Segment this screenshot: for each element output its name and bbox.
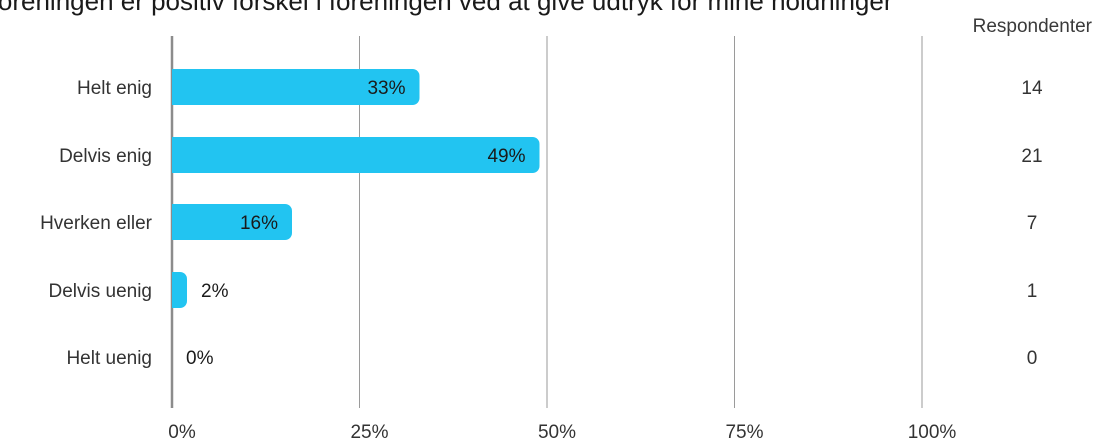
data-label: 49% (487, 146, 525, 167)
bar (172, 137, 540, 173)
category-label: Helt uenig (66, 348, 152, 369)
bar-base (172, 204, 180, 240)
respondents-header: Respondenter (972, 16, 1092, 37)
x-tick-label: 25% (350, 422, 388, 439)
data-label: 33% (367, 78, 405, 99)
bar-base (172, 272, 180, 308)
x-tick-label: 75% (725, 422, 763, 439)
category-label: Helt enig (77, 78, 152, 99)
x-tick-label: 50% (538, 422, 576, 439)
bar-base (172, 69, 180, 105)
respondents-count: 1 (1027, 281, 1038, 302)
bar (172, 69, 420, 105)
bar (172, 204, 292, 240)
bar-base (172, 137, 180, 173)
respondents-count: 21 (1021, 146, 1042, 167)
chart-title: Foreningen er positiv forskel i forening… (0, 0, 893, 16)
data-label: 2% (201, 281, 229, 302)
x-tick-label: 100% (908, 422, 957, 439)
respondents-count: 0 (1027, 348, 1038, 369)
x-tick-label: 0% (168, 422, 196, 439)
respondents-count: 14 (1021, 78, 1043, 99)
category-label: Delvis uenig (49, 281, 153, 302)
data-label: 0% (186, 348, 214, 369)
category-label: Delvis enig (59, 146, 152, 167)
respondents-count: 7 (1027, 213, 1038, 234)
category-label: Hverken eller (40, 213, 153, 234)
data-label: 16% (240, 213, 278, 234)
